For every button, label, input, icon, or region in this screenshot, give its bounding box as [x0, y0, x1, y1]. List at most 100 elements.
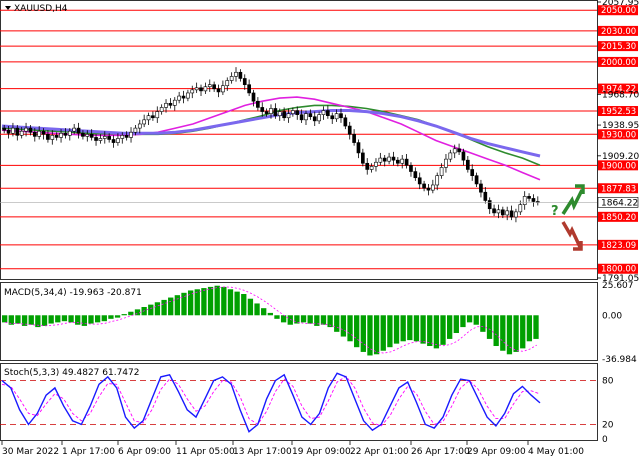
candle: [76, 122, 81, 139]
candle: [448, 149, 453, 163]
time-tick-label: 4 May 01:00: [528, 447, 584, 457]
candle: [94, 134, 98, 146]
candle: [273, 103, 278, 119]
macd-bar: [407, 315, 413, 341]
candle: [465, 156, 470, 173]
candle: [483, 187, 488, 204]
price-axis: 2057.95 1968.70 1938.95 1909.20 1791.05 1864.…: [0, 0, 639, 284]
candle: [186, 89, 190, 102]
macd-bar: [447, 315, 453, 339]
macd-bar: [221, 286, 227, 316]
macd-bar: [274, 315, 280, 319]
candle: [63, 128, 68, 139]
candle: [509, 205, 514, 221]
candle: [11, 122, 15, 137]
candle: [531, 194, 536, 207]
macd-bar: [134, 309, 141, 316]
macd-bar: [48, 315, 54, 324]
level-lines: 2050.00 2030.00 2015.30 2000.00 1974.22 1952.…: [0, 5, 638, 275]
candle: [32, 128, 37, 142]
macd-bar: [201, 288, 207, 316]
macd-bar: [2, 315, 8, 323]
candle: [312, 111, 317, 127]
candle: [435, 172, 440, 191]
macd-bar: [466, 315, 473, 323]
candle: [102, 131, 107, 144]
macd-bar: [280, 315, 287, 323]
candle: [500, 206, 505, 219]
candle: [216, 84, 221, 98]
candle: [190, 85, 195, 99]
candle: [137, 119, 142, 134]
candle: [212, 81, 216, 92]
candle: [225, 77, 230, 91]
macd-bar: [453, 315, 459, 334]
stoch-panel-frame: [0, 363, 598, 441]
macd-bar: [75, 315, 81, 325]
candle: [89, 129, 94, 141]
level-tag: [598, 41, 638, 52]
candle: [46, 130, 50, 143]
macd-bar: [533, 315, 539, 339]
candle: [391, 151, 396, 166]
candle: [474, 172, 479, 188]
macd-bar: [94, 315, 101, 323]
macd-bar: [307, 315, 313, 324]
candle: [286, 108, 291, 123]
candle: [19, 127, 24, 139]
macd-bar: [314, 315, 320, 326]
candle: [378, 152, 383, 166]
price-tick-label: 1968.70: [602, 90, 639, 100]
candle: [422, 180, 426, 192]
candle: [41, 128, 46, 140]
level-tag: [598, 211, 638, 222]
candle: [133, 125, 138, 136]
candle: [444, 153, 448, 173]
macd-bar: [28, 315, 34, 325]
symbol-title[interactable]: XAUUSD,H4: [5, 4, 68, 14]
candle: [81, 130, 85, 140]
price-tick-label: 2057.95: [602, 0, 639, 8]
time-tick-label: 22 Apr 01:00: [350, 447, 409, 457]
symbol-label: XAUUSD,H4: [14, 4, 68, 14]
candle: [124, 131, 129, 141]
macd-bar: [334, 315, 340, 332]
time-tick-label: 29 Apr 09:00: [467, 447, 526, 457]
macd-bar: [161, 299, 167, 316]
candle: [382, 154, 387, 167]
stoch-axis: 80 20 0: [602, 377, 614, 445]
macd-bar: [101, 315, 107, 322]
candle: [439, 163, 444, 179]
candle: [452, 144, 457, 159]
candle: [295, 106, 300, 120]
candle: [522, 191, 527, 210]
candle: [28, 125, 33, 136]
candle: [247, 79, 251, 97]
macd-bar: [194, 289, 200, 316]
level-label: 2030.00: [601, 27, 636, 37]
macd-bar: [440, 315, 446, 345]
level-label: 2050.00: [601, 6, 636, 16]
macd-bar: [121, 314, 127, 316]
macd-bar: [300, 315, 307, 323]
level-label: 1877.83: [601, 184, 636, 194]
candle: [470, 164, 475, 181]
macd-tick-label: 25.607: [602, 281, 634, 291]
macd-bar: [187, 290, 194, 316]
candle: [352, 129, 356, 146]
macd-bar: [327, 315, 333, 328]
stoch-tick-label: 80: [602, 377, 614, 387]
macd-bar: [520, 315, 526, 349]
level-label: 1974.22: [601, 85, 636, 95]
candle: [487, 197, 492, 214]
level-label: 2000.00: [601, 58, 636, 68]
macd-bar: [340, 315, 347, 337]
candle: [365, 158, 370, 175]
stoch-signal-line: [1, 375, 541, 427]
level-tag: [598, 106, 638, 117]
candle: [304, 110, 308, 126]
macd-bar: [500, 315, 506, 351]
level-label: 1850.20: [601, 213, 636, 223]
candle: [67, 128, 72, 141]
macd-bar: [486, 315, 493, 339]
